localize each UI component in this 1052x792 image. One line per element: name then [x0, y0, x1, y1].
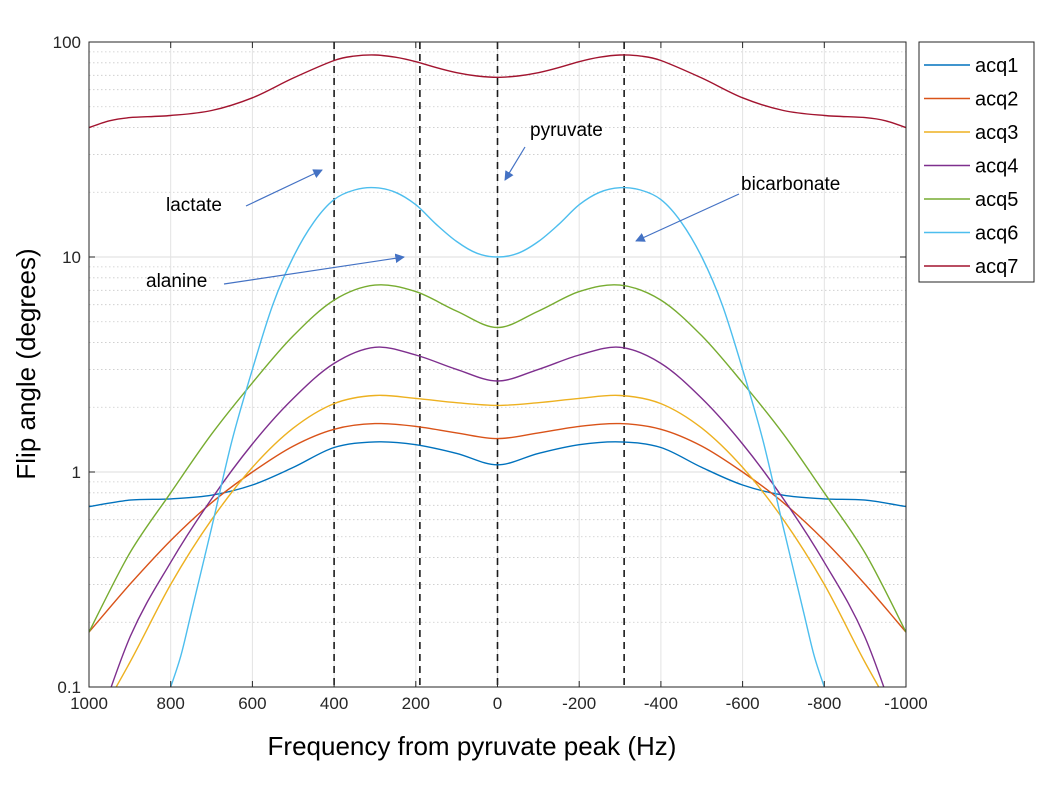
x-tick-label: -800 — [807, 694, 841, 713]
x-tick-label: 200 — [402, 694, 430, 713]
series-line-acq7 — [89, 54, 906, 129]
x-tick-label: 400 — [320, 694, 348, 713]
series-lines — [89, 54, 906, 687]
annotation-arrow-pyruvate — [504, 146, 526, 181]
legend-label-acq1: acq1 — [975, 55, 1018, 77]
annotation-arrow-bicarbonate — [635, 193, 740, 242]
y-tick-label: 0.1 — [57, 678, 81, 697]
axis-ticks: 1000 800 600 400 200 0 -200 -400 -600 -800 -1000 0.… — [53, 33, 928, 713]
annotation-pyruvate: pyruvate — [530, 120, 603, 141]
legend-label-acq3: acq3 — [975, 122, 1018, 144]
series-line-acq2 — [89, 422, 906, 633]
series-line-acq3 — [115, 394, 880, 687]
annotations: lactate alanine pyruvate bicarbonate — [146, 120, 840, 292]
y-tick-label: 1 — [72, 463, 81, 482]
y-axis-label: Flip angle (degrees) — [11, 248, 41, 479]
legend-label-acq4: acq4 — [975, 156, 1018, 178]
x-tick-label: -600 — [726, 694, 760, 713]
x-tick-label: -400 — [644, 694, 678, 713]
x-tick-label: -1000 — [884, 694, 927, 713]
series-line-acq5 — [89, 284, 906, 633]
legend-label-acq5: acq5 — [975, 189, 1018, 211]
x-axis-label: Frequency from pyruvate peak (Hz) — [268, 731, 677, 761]
x-tick-label: -200 — [562, 694, 596, 713]
x-tick-label: 1000 — [70, 694, 108, 713]
annotation-bicarbonate: bicarbonate — [741, 174, 840, 195]
legend-label-acq7: acq7 — [975, 256, 1018, 278]
y-tick-label: 10 — [62, 248, 81, 267]
legend-label-acq2: acq2 — [975, 89, 1018, 111]
x-tick-label: 800 — [157, 694, 185, 713]
series-line-acq4 — [110, 346, 885, 687]
x-tick-label: 600 — [238, 694, 266, 713]
legend-box — [918, 41, 1035, 283]
annotation-alanine: alanine — [146, 271, 207, 292]
y-tick-label: 100 — [53, 33, 81, 52]
annotation-arrow-alanine — [223, 253, 405, 285]
series-line-acq6 — [170, 186, 825, 687]
annotation-arrow-lactate — [245, 169, 323, 207]
x-tick-label: 0 — [493, 694, 502, 713]
legend-label-acq6: acq6 — [975, 223, 1018, 245]
legend: acq1 acq2 acq3 acq4 acq5 acq6 acq7 — [918, 41, 1035, 283]
annotation-lactate: lactate — [166, 195, 222, 216]
